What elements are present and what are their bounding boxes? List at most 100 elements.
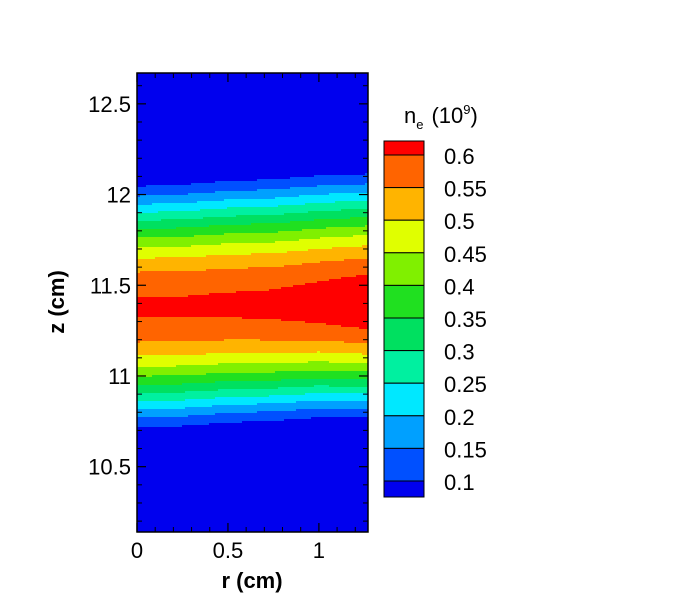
contour-cell	[137, 333, 368, 336]
contour-cell	[137, 137, 368, 140]
legend-level-label: 0.25	[444, 372, 487, 397]
contour-cell	[344, 341, 368, 344]
contour-cell	[137, 189, 257, 192]
contour-cell	[305, 203, 368, 206]
contour-cell	[137, 77, 368, 80]
contour-cell	[137, 431, 368, 434]
contour-cell	[137, 175, 314, 178]
contour-cell	[341, 209, 368, 212]
contour-cell	[137, 343, 368, 346]
contour-cell	[137, 205, 278, 208]
contour-cell	[137, 157, 368, 160]
contour-cell	[218, 389, 368, 392]
contour-cell	[311, 417, 368, 420]
contour-cell	[281, 319, 368, 322]
contour-cell	[137, 487, 368, 490]
contour-cell	[137, 377, 368, 380]
x-tick-label: 0.5	[213, 538, 244, 563]
y-tick-label: 12	[107, 183, 131, 208]
contour-cell	[137, 349, 368, 352]
contour-cell	[137, 151, 368, 154]
contour-cell	[284, 265, 368, 268]
legend-swatch	[383, 154, 425, 189]
contour-cell	[260, 339, 368, 342]
contour-cell	[137, 213, 284, 216]
contour-cell	[140, 341, 344, 344]
contour-cell	[257, 179, 368, 182]
contour-cell	[137, 283, 305, 286]
contour-cell	[137, 291, 236, 294]
contour-cell	[137, 473, 368, 476]
contour-cell	[137, 97, 368, 100]
contour-cell	[290, 221, 368, 224]
contour-cell	[224, 339, 260, 342]
contour-cell	[137, 507, 368, 510]
contour-cell	[137, 451, 368, 454]
contour-cell	[137, 331, 368, 334]
contour-cell	[137, 433, 368, 436]
contour-cell	[290, 177, 368, 180]
contour-cell	[137, 257, 155, 260]
contour-cell	[137, 319, 281, 322]
contour-cell	[137, 261, 320, 264]
contour-cell	[137, 135, 368, 138]
contour-cell	[137, 415, 188, 418]
contour-cell	[137, 79, 368, 82]
contour-cell	[137, 465, 368, 468]
contour-cell	[227, 207, 368, 210]
contour-cell	[137, 321, 305, 324]
contour-cell	[284, 419, 368, 422]
legend-swatch	[383, 219, 425, 254]
contour-cell	[137, 345, 368, 348]
contour-cell	[362, 353, 368, 356]
contour-cell	[137, 233, 224, 236]
contour-cell	[158, 211, 308, 214]
contour-cell	[137, 201, 197, 204]
contour-cell	[137, 89, 368, 92]
contour-cell	[365, 173, 368, 176]
contour-cell	[296, 401, 368, 404]
contour-cell	[320, 237, 368, 240]
contour-cell	[137, 425, 182, 428]
contour-cell	[278, 231, 368, 234]
contour-cell	[182, 383, 368, 386]
contour-cell	[137, 445, 368, 448]
contour-cell	[137, 207, 227, 210]
contour-cell	[137, 159, 368, 162]
contour-cell	[137, 169, 368, 172]
contour-cell	[137, 311, 368, 314]
contour-cell	[137, 299, 368, 302]
legend-level-label: 0.45	[444, 242, 487, 267]
contour-cell	[137, 275, 356, 278]
contour-cell	[137, 527, 368, 530]
contour-cell	[137, 165, 368, 168]
contour-cell	[137, 277, 341, 280]
contour-cell	[137, 419, 284, 422]
contour-cell	[137, 143, 368, 146]
contour-cell	[251, 253, 368, 256]
contour-cell	[176, 227, 326, 230]
legend-level-label: 0.55	[444, 177, 487, 202]
contour-cell	[326, 227, 368, 230]
contour-cell	[137, 399, 185, 402]
contour-cell	[224, 233, 368, 236]
contour-cell	[137, 359, 368, 362]
contour-cell	[137, 83, 368, 86]
contour-cell	[155, 257, 368, 260]
contour-cell	[137, 119, 368, 122]
contour-cell	[137, 403, 257, 406]
contour-cell	[137, 339, 224, 342]
contour-cell	[137, 247, 332, 250]
contour-cell	[137, 455, 368, 458]
contour-cell	[137, 263, 302, 266]
legend-swatch	[383, 382, 425, 417]
contour-cell	[137, 325, 341, 328]
contour-cell	[137, 149, 368, 152]
contour-cell	[353, 235, 368, 238]
contour-cell	[350, 217, 368, 220]
legend-level-label: 0.6	[444, 144, 475, 169]
contour-cell	[320, 351, 368, 354]
contour-cell	[137, 179, 257, 182]
contour-cell	[137, 435, 368, 438]
contour-cell	[215, 381, 368, 384]
